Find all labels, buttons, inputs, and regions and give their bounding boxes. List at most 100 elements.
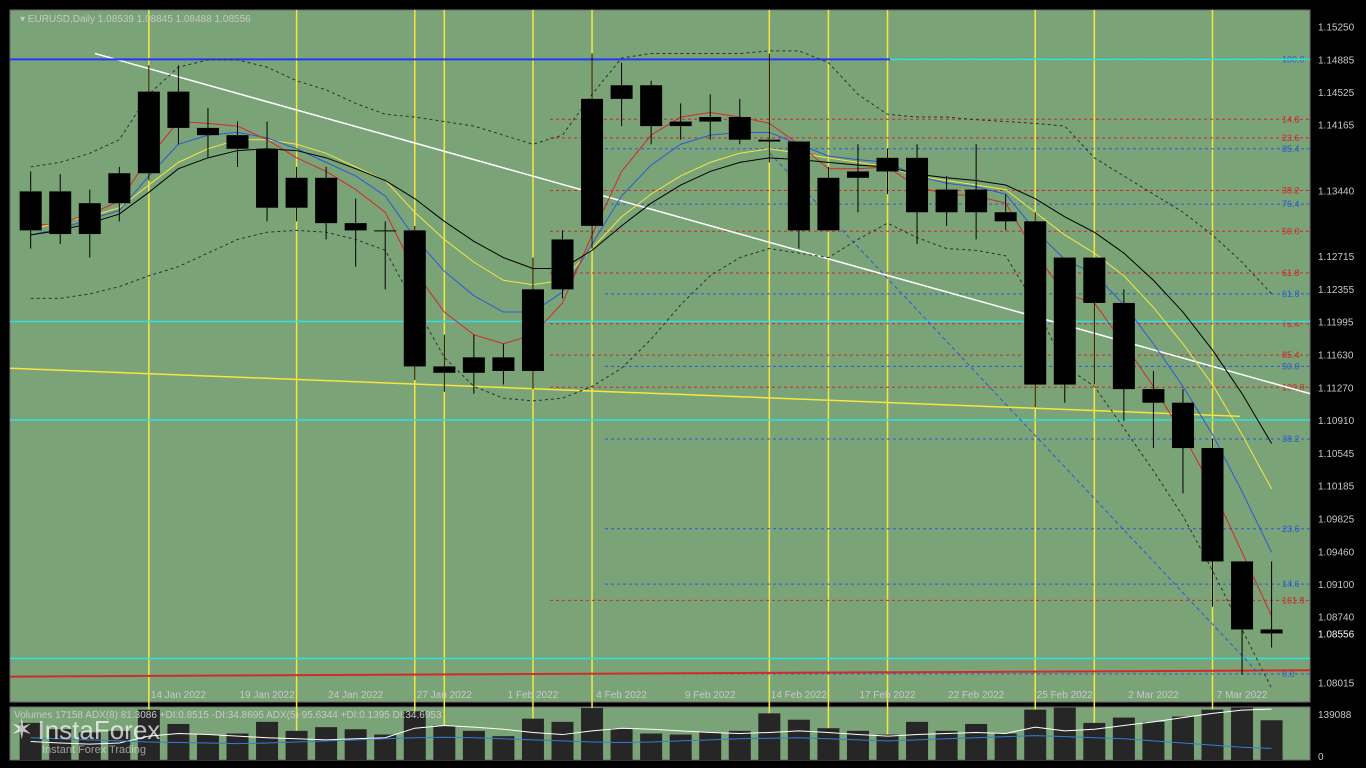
indicator-axis-label: 139088 [1318,710,1352,721]
chart-svg[interactable]: 14.623.638.250.061.876.485.4100.0161.810… [0,0,1366,768]
fib-label: 38.2 [1282,185,1300,195]
candle-body [1142,389,1164,403]
fib-label: 50.0 [1282,361,1300,371]
candle-body [108,173,130,203]
candle-body [995,212,1017,221]
fib-label: 23.6 [1282,524,1300,534]
volume-bar [877,735,899,760]
price-tick: 1.13440 [1318,186,1355,197]
volume-bar [49,729,71,760]
fib-label: 161.8 [1282,595,1305,605]
price-tick: 1.11270 [1318,383,1354,394]
fib-label: 14.6 [1282,114,1300,124]
candle-body [1024,221,1046,384]
volume-bar [729,731,751,760]
time-axis-label: 14 Feb 2022 [771,690,828,701]
volume-bar [758,713,780,760]
time-axis-label: 19 Jan 2022 [240,690,295,701]
fib-label: 38.2 [1282,434,1300,444]
volume-bar [197,735,219,760]
volume-bar [788,720,810,760]
volume-bar [1202,710,1224,760]
candle-body [965,190,987,213]
price-tick: 1.10545 [1318,449,1355,460]
candle-body [936,190,958,213]
volume-bar [1231,708,1253,760]
time-axis-label: 22 Feb 2022 [948,690,1005,701]
fib-label: 50.0 [1282,226,1300,236]
fib-label: 61.8 [1282,268,1300,278]
candle-body [1202,448,1224,561]
price-tick: 1.11995 [1318,318,1354,329]
fib-label: 23.6 [1282,133,1300,143]
volume-bar [640,734,662,761]
fib-label: 76.4 [1282,319,1300,329]
volume-bar [227,734,249,761]
indicator-header: Volumes 17158 ADX(8) 81.3086 +DI:0.8515 … [14,710,442,721]
candle-body [817,178,839,231]
candle-body [581,99,603,226]
candle-body [345,223,367,230]
volume-bar [79,732,101,760]
volume-bar [108,731,130,760]
volume-bar [315,727,337,760]
candle-body [492,357,514,371]
volume-bar [995,734,1017,761]
candle-body [1054,258,1076,385]
candle-body [256,149,278,208]
time-axis-label: 1 Feb 2022 [508,690,559,701]
price-tick: 1.09825 [1318,514,1355,525]
volume-bar [256,722,278,760]
candle-body [197,128,219,135]
candle-body [877,158,899,172]
price-tick: 1.12355 [1318,285,1355,296]
price-tick: 1.10910 [1318,416,1355,427]
volume-bar [965,724,987,760]
time-axis-label: 9 Feb 2022 [685,690,736,701]
candle-body [522,289,544,371]
price-tick: 1.14885 [1318,55,1355,66]
candle-body [670,122,692,127]
candle-body [1231,561,1253,629]
volume-bar [1024,710,1046,760]
candle-body [1113,303,1135,389]
volume-bar [1054,708,1076,760]
price-tick: 1.10185 [1318,482,1355,493]
candle-body [227,135,249,149]
volume-bar [611,728,633,760]
price-tick: 1.12715 [1318,252,1355,263]
time-axis-label: 27 Jan 2022 [417,690,472,701]
time-axis-label: 4 Feb 2022 [596,690,647,701]
candle-body [906,158,928,212]
volume-bar [906,722,928,760]
candle-body [847,171,869,177]
volume-bar [581,708,603,760]
candle-body [463,357,485,372]
time-axis-label: 14 Jan 2022 [151,690,206,701]
candle-body [611,85,633,99]
fib-label: 85.4 [1282,144,1300,154]
volume-bar [492,736,514,760]
candle-body [758,140,780,142]
chart-container: 14.623.638.250.061.876.485.4100.0161.810… [0,0,1366,768]
fib-label: 85.4 [1282,350,1300,360]
current-price-text: 1.08556 [1318,629,1355,640]
fib-label: 76.4 [1282,199,1300,209]
volume-bar [463,731,485,760]
candle-body [433,366,455,372]
candle-body [1083,258,1105,303]
indicator-axis-zero: 0 [1318,752,1324,763]
candle-body [79,203,101,234]
candle-body [374,230,396,231]
price-tick: 1.15250 [1318,22,1355,33]
volume-bar [699,732,721,760]
time-axis-label: 7 Mar 2022 [1217,690,1268,701]
fib-label: 14.6 [1282,579,1300,589]
price-tick: 1.09100 [1318,580,1355,591]
candle-body [138,92,160,174]
volume-bar [433,726,455,760]
candle-body [1261,629,1283,633]
price-tick: 1.08740 [1318,613,1355,624]
time-axis-label: 25 Feb 2022 [1037,690,1094,701]
chart-header: ▾ EURUSD,Daily 1.08539 1.08845 1.08488 1… [20,14,251,25]
